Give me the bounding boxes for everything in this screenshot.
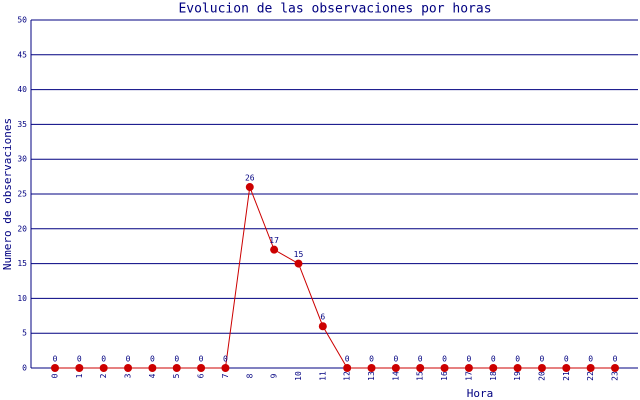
x-tick-label: 20	[537, 371, 546, 381]
data-point	[75, 364, 84, 372]
data-point	[51, 364, 59, 372]
x-tick-label: 19	[513, 371, 522, 381]
x-tick-label: 18	[489, 371, 498, 381]
data-label: 17	[269, 236, 279, 245]
data-point	[221, 364, 230, 372]
data-label: 0	[613, 355, 618, 364]
data-label: 0	[515, 355, 520, 364]
data-label: 0	[345, 355, 350, 364]
data-point	[318, 322, 327, 331]
y-axis-label: Numero de observaciones	[1, 118, 14, 270]
data-label: 6	[320, 313, 325, 322]
x-tick-label: 2	[99, 373, 108, 378]
data-label: 0	[588, 355, 593, 364]
y-tick-label: 0	[22, 364, 27, 373]
x-tick-label: 13	[367, 371, 376, 381]
data-point	[148, 364, 157, 372]
data-point	[489, 364, 498, 372]
y-tick-label: 50	[17, 16, 27, 25]
x-tick-label: 12	[343, 371, 352, 381]
y-tick-label: 20	[17, 224, 27, 233]
data-label: 15	[294, 250, 304, 259]
data-point	[440, 364, 449, 372]
y-tick-label: 5	[22, 329, 27, 338]
data-label: 0	[369, 355, 374, 364]
chart-title: Evolucion de las observaciones por horas	[178, 2, 491, 17]
data-point	[367, 364, 376, 372]
data-label: 0	[491, 355, 496, 364]
y-tick-label: 15	[17, 259, 27, 268]
data-label: 0	[540, 355, 545, 364]
x-tick-label: 17	[464, 371, 473, 381]
data-point	[294, 259, 303, 268]
x-tick-label: 1	[75, 373, 84, 378]
data-point	[586, 364, 595, 372]
x-tick-label: 21	[562, 371, 571, 381]
data-point	[464, 364, 473, 372]
x-tick-label: 10	[294, 371, 303, 381]
data-point	[537, 364, 546, 372]
x-tick-label: 14	[391, 371, 400, 381]
data-point	[245, 183, 254, 192]
data-label: 0	[199, 355, 204, 364]
y-tick-label: 35	[17, 120, 27, 129]
data-label: 0	[101, 355, 106, 364]
data-label: 0	[126, 355, 131, 364]
x-tick-label: 16	[440, 371, 449, 381]
x-axis-label: Hora	[467, 387, 494, 400]
data-label: 0	[564, 355, 569, 364]
x-tick-label: 3	[124, 373, 133, 378]
data-label: 0	[174, 355, 179, 364]
data-point	[270, 245, 279, 254]
x-tick-label: 4	[148, 373, 157, 378]
data-point	[99, 364, 108, 372]
x-tick-label: 23	[611, 371, 620, 381]
y-tick-label: 10	[17, 294, 27, 303]
data-label: 0	[53, 355, 58, 364]
data-label: 0	[418, 355, 423, 364]
x-tick-label: 15	[416, 371, 425, 381]
x-tick-label: 5	[172, 373, 181, 378]
x-tick-label: 8	[245, 373, 254, 378]
data-label: 0	[150, 355, 155, 364]
data-point	[343, 364, 352, 372]
data-point	[197, 364, 206, 372]
data-label: 26	[245, 174, 255, 183]
data-point	[124, 364, 133, 372]
data-label: 0	[466, 355, 471, 364]
y-tick-label: 30	[17, 155, 27, 164]
x-tick-label: 11	[318, 371, 327, 381]
data-point	[611, 364, 619, 372]
data-label: 0	[223, 355, 228, 364]
x-tick-label: 0	[51, 373, 60, 378]
data-point	[562, 364, 571, 372]
data-label: 0	[442, 355, 447, 364]
y-tick-label: 40	[17, 85, 27, 94]
data-point	[172, 364, 181, 372]
data-point	[416, 364, 425, 372]
data-label: 0	[393, 355, 398, 364]
data-label: 0	[77, 355, 82, 364]
y-tick-label: 45	[17, 50, 27, 59]
x-tick-label: 7	[221, 373, 230, 378]
series-line	[55, 186, 615, 369]
y-tick-label: 25	[17, 190, 27, 199]
x-tick-label: 22	[586, 371, 595, 381]
data-point	[513, 364, 522, 372]
x-tick-label: 9	[270, 373, 279, 378]
data-point	[391, 364, 400, 372]
x-tick-label: 6	[197, 373, 206, 378]
